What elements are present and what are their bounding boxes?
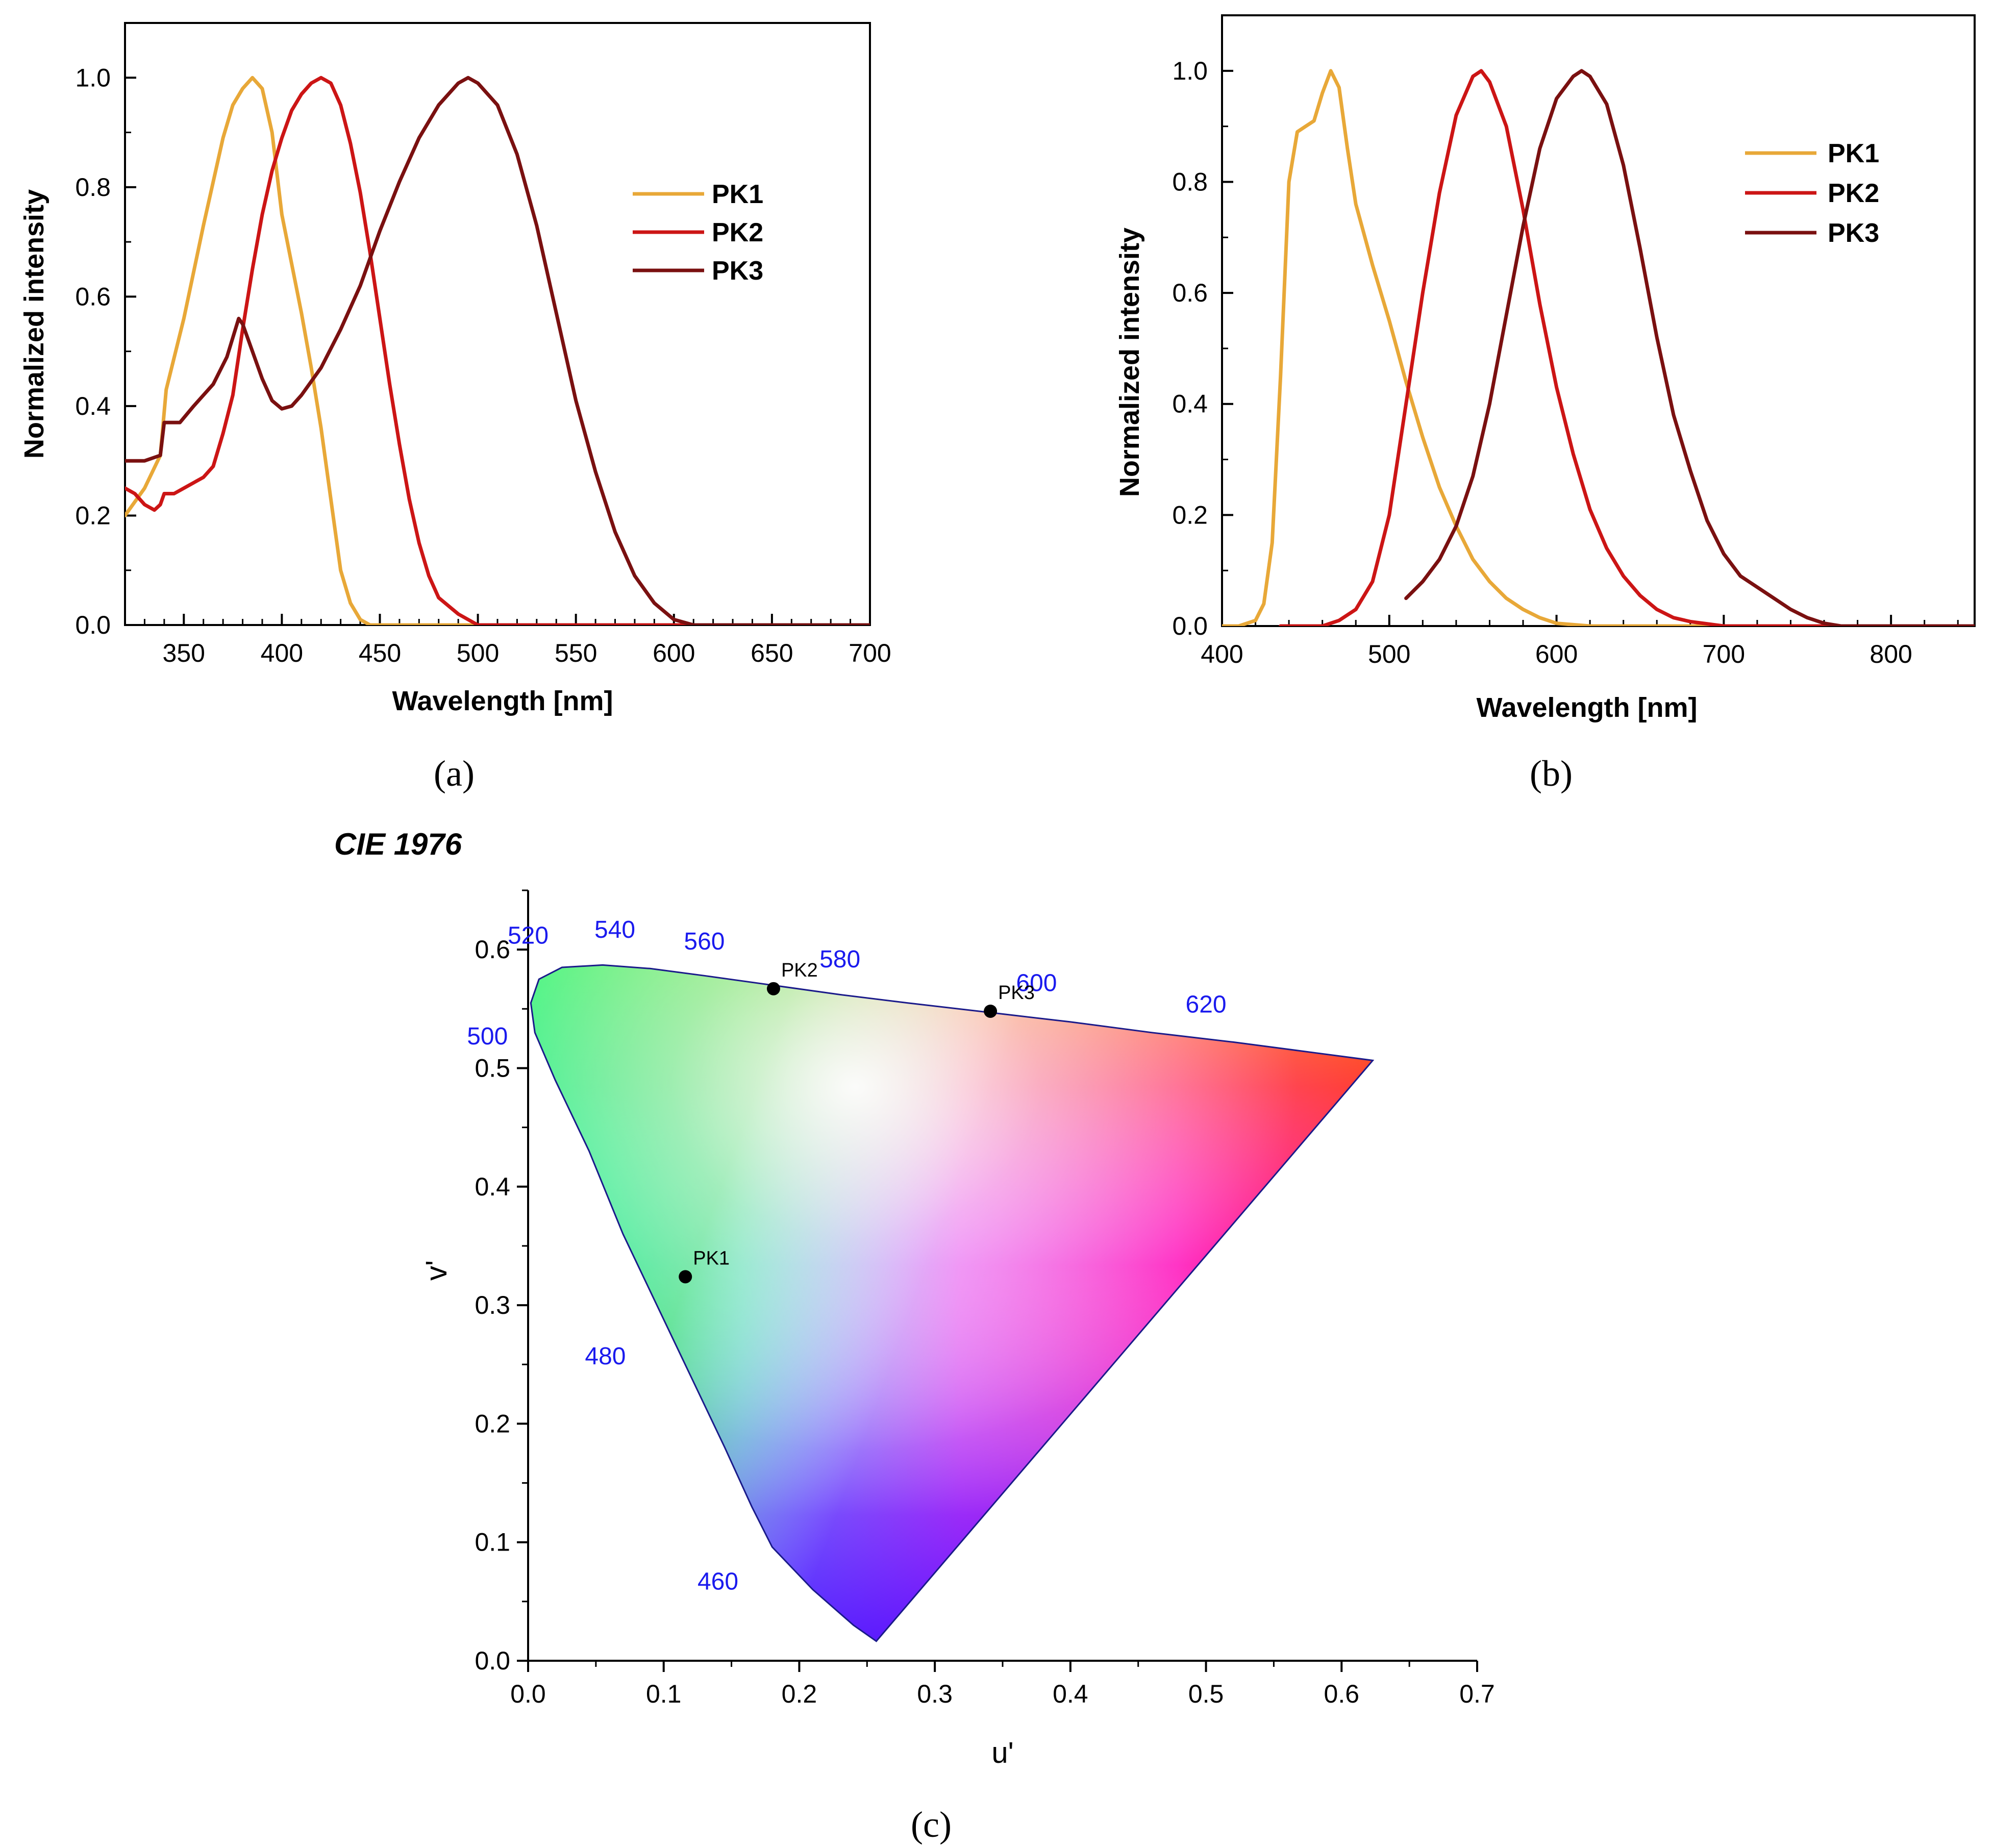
panel-label-b: (b) xyxy=(1530,753,1573,794)
legend-a: PK1 PK2 PK3 xyxy=(633,180,763,286)
ytick-label-a-0.0: 0.0 xyxy=(75,611,111,639)
xtick-label-a-450: 450 xyxy=(359,639,401,667)
series-pk1-b xyxy=(1222,69,1975,626)
xtick-label-c-0.5: 0.5 xyxy=(1188,1680,1224,1708)
legend-label-pk2-a: PK2 xyxy=(712,218,763,247)
cie-point-label-pk1: PK1 xyxy=(693,1247,730,1269)
legend-b: PK1 PK2 PK3 xyxy=(1745,139,1879,248)
cie-point-label-pk3: PK3 xyxy=(998,982,1035,1004)
xtick-label-c-0.3: 0.3 xyxy=(917,1680,953,1708)
wavelength-label-620: 620 xyxy=(1186,991,1227,1018)
xtick-label-c-0.2: 0.2 xyxy=(782,1680,817,1708)
ylabel-b: Normalized intensity xyxy=(1114,228,1145,497)
wavelength-label-500: 500 xyxy=(467,1023,508,1050)
ytick-label-b-0.8: 0.8 xyxy=(1172,167,1208,196)
xtick-label-b-400: 400 xyxy=(1201,640,1243,668)
panel-b: 400 500 600 700 800 0.0 0.2 0.4 0.6 0.8 1.0 Wavele… xyxy=(1114,14,1976,794)
panel-label-c: (c) xyxy=(911,1804,952,1845)
ytick-label-c-0.5: 0.5 xyxy=(475,1054,510,1082)
xtick-label-a-400: 400 xyxy=(261,639,303,667)
cie-diagram xyxy=(530,964,1375,1642)
ytick-label-c-0.6: 0.6 xyxy=(475,935,510,964)
series-lines-b xyxy=(1222,69,1975,626)
wavelength-label-460: 460 xyxy=(697,1568,738,1595)
ytick-label-c-0.1: 0.1 xyxy=(475,1528,510,1557)
ytick-label-b-0.4: 0.4 xyxy=(1172,390,1208,418)
ytick-label-a-0.6: 0.6 xyxy=(75,282,111,311)
ytick-label-a-0.8: 0.8 xyxy=(75,173,111,202)
ytick-label-a-0.2: 0.2 xyxy=(75,501,111,530)
cie-points: PK1 PK2 PK3 xyxy=(679,960,1035,1284)
wavelength-label-580: 580 xyxy=(819,946,860,973)
axis-ticks-c: 0.0 0.1 0.2 0.3 0.4 0.5 0.6 0.7 0.0 0.1 0.2 0.3 0.4 0… xyxy=(475,889,1495,1708)
wavelength-labels: 460 480 500 520 540 560 580 600 620 xyxy=(467,916,1226,1595)
xtick-label-b-600: 600 xyxy=(1535,640,1578,668)
legend-label-pk2-b: PK2 xyxy=(1828,179,1879,208)
wavelength-label-520: 520 xyxy=(508,922,549,950)
series-pk3-a xyxy=(125,76,870,625)
ytick-label-c-0.4: 0.4 xyxy=(475,1172,510,1201)
ytick-label-a-1.0: 1.0 xyxy=(75,63,111,92)
xtick-label-a-600: 600 xyxy=(653,639,695,667)
panel-label-a: (a) xyxy=(434,753,475,794)
cie-point-label-pk2: PK2 xyxy=(781,960,818,981)
xlabel-a: Wavelength [nm] xyxy=(392,686,613,716)
xtick-label-c-0.4: 0.4 xyxy=(1053,1680,1088,1708)
xtick-label-a-550: 550 xyxy=(555,639,597,667)
xtick-label-c-0.6: 0.6 xyxy=(1324,1680,1360,1708)
legend-label-pk3-a: PK3 xyxy=(712,256,763,286)
xtick-label-b-500: 500 xyxy=(1368,640,1410,668)
ytick-label-c-0.3: 0.3 xyxy=(475,1291,510,1319)
series-lines-a xyxy=(125,76,870,625)
ytick-label-b-1.0: 1.0 xyxy=(1172,57,1208,85)
ylabel-a: Normalized intensity xyxy=(19,189,49,459)
wavelength-label-480: 480 xyxy=(585,1343,626,1370)
xtick-label-b-800: 800 xyxy=(1870,640,1912,668)
xtick-label-c-0.7: 0.7 xyxy=(1459,1680,1495,1708)
wavelength-label-540: 540 xyxy=(594,916,635,943)
xtick-label-a-700: 700 xyxy=(849,639,891,667)
legend-label-pk1-a: PK1 xyxy=(712,180,763,209)
ytick-label-a-0.4: 0.4 xyxy=(75,392,111,420)
wavelength-label-600: 600 xyxy=(1016,969,1057,996)
cie-spectral-locus xyxy=(530,964,1375,1642)
cie-point-pk2 xyxy=(766,982,780,995)
series-pk2-a xyxy=(125,76,870,625)
ytick-label-c-0.0: 0.0 xyxy=(475,1646,510,1675)
ytick-label-b-0.0: 0.0 xyxy=(1172,612,1208,640)
panel-c: CIE 1976 0.0 0.1 0.2 0.3 0.4 0.5 0.6 0.70.00.10… xyxy=(334,827,1495,1845)
xlabel-c: u' xyxy=(991,1736,1013,1769)
wavelength-label-560: 560 xyxy=(684,928,725,955)
axis-ticks-a: 350 400 450 500 550 600 650 700 0.0 0.2 0.4 0.6 0.8 1… xyxy=(75,22,891,667)
legend-label-pk3-b: PK3 xyxy=(1828,218,1879,248)
series-pk1-a xyxy=(125,76,870,625)
ytick-label-b-0.2: 0.2 xyxy=(1172,501,1208,529)
xlabel-b: Wavelength [nm] xyxy=(1476,692,1697,723)
cie-point-pk1 xyxy=(679,1270,692,1284)
legend-label-pk1-b: PK1 xyxy=(1828,139,1879,168)
xtick-label-a-650: 650 xyxy=(751,639,793,667)
ylabel-c: v' xyxy=(420,1260,453,1281)
xtick-label-b-700: 700 xyxy=(1703,640,1745,668)
xtick-label-a-500: 500 xyxy=(457,639,499,667)
series-pk3-b xyxy=(1404,69,1975,626)
axis-ticks-b: 400 500 600 700 800 0.0 0.2 0.4 0.6 0.8 1.0 xyxy=(1172,14,1959,668)
xtick-label-c-0.1: 0.1 xyxy=(646,1680,682,1708)
cie-title: CIE 1976 xyxy=(334,827,462,861)
ytick-label-c-0.2: 0.2 xyxy=(475,1409,510,1438)
plot-frame-b xyxy=(1221,14,1976,627)
xtick-label-c-0.0: 0.0 xyxy=(510,1680,546,1708)
xtick-label-a-350: 350 xyxy=(163,639,205,667)
ytick-label-b-0.6: 0.6 xyxy=(1172,279,1208,307)
series-pk2-b xyxy=(1279,69,1975,626)
cie-point-pk3 xyxy=(984,1004,998,1018)
panel-a: 350 400 450 500 550 600 650 700 0.0 0.2 0.4 0.6 0.8 1… xyxy=(19,22,891,794)
